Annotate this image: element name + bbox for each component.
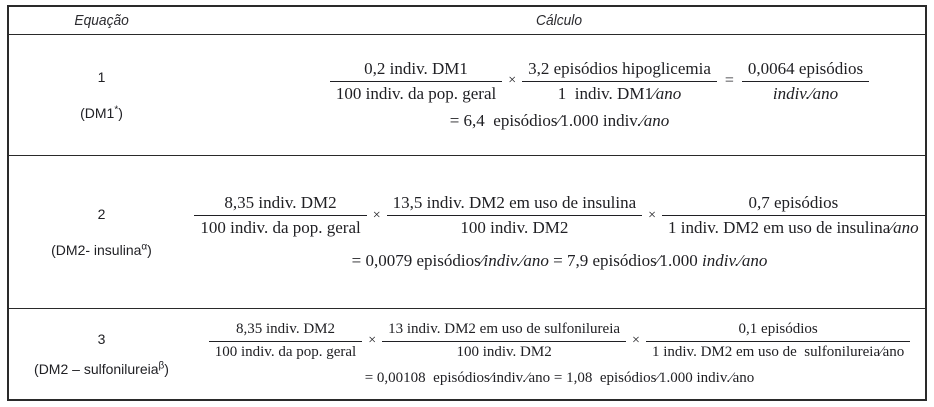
fraction-denominator: 1 indiv. DM1⁄ano bbox=[557, 83, 682, 103]
fraction-denominator: 1 indiv. DM2 em uso de insulina⁄ano bbox=[668, 218, 919, 237]
equation-label-superscript: α bbox=[141, 241, 148, 253]
equation-label-text: (DM2- insulina bbox=[51, 242, 142, 258]
fraction-numerator: 3,2 episódios hipoglicemia bbox=[522, 59, 717, 82]
fraction: 0,0064 episódios indiv.⁄ano bbox=[741, 59, 870, 103]
fraction: 0,7 episódios 1 indiv. DM2 em uso de ins… bbox=[662, 193, 925, 237]
result-line: = 6,4 episódios⁄1.000 indiv.⁄ano bbox=[449, 111, 670, 131]
header-calc-column: Cálculo bbox=[194, 12, 925, 30]
result-line: = 0,00108 episódios⁄indiv.⁄ano = 1,08 ep… bbox=[364, 369, 755, 386]
fraction-denominator: 100 indiv. da pop. geral bbox=[214, 343, 357, 360]
equation-label-text: (DM2 – sulfonilureia bbox=[34, 361, 159, 377]
fraction-denominator: 1 indiv. DM2 em uso de sulfonilureia⁄ano bbox=[651, 343, 905, 360]
fraction-denominator: 100 indiv. da pop. geral bbox=[335, 83, 497, 103]
multiply-operator: × bbox=[508, 73, 517, 88]
fraction-denominator: indiv.⁄ano bbox=[772, 83, 839, 103]
fraction-numerator: 0,0064 episódios bbox=[741, 59, 870, 82]
calc-cell: 8,35 indiv. DM2 100 indiv. da pop. geral… bbox=[194, 309, 925, 399]
fraction-numerator: 0,7 episódios bbox=[662, 193, 925, 216]
table-header-row: Equação Cálculo bbox=[9, 7, 925, 35]
equation-label-close: ) bbox=[164, 361, 169, 377]
equation-label-close: ) bbox=[118, 105, 123, 121]
equation-number: 2 bbox=[97, 206, 106, 222]
fraction: 13,5 indiv. DM2 em uso de insulina 100 i… bbox=[386, 193, 643, 237]
multiply-operator: × bbox=[648, 207, 657, 223]
equation-number: 3 bbox=[97, 331, 106, 347]
formula-line: 8,35 indiv. DM2 100 indiv. da pop. geral… bbox=[208, 321, 911, 361]
calc-cell: 0,2 indiv. DM1 100 indiv. da pop. geral … bbox=[194, 35, 925, 155]
equation-label-close: ) bbox=[147, 242, 152, 258]
equation-label: (DM1*) bbox=[80, 105, 123, 121]
fraction-denominator: 100 indiv. DM2 bbox=[456, 343, 552, 360]
equations-table: Equação Cálculo 1 (DM1*) 0,2 indiv. DM1 … bbox=[7, 5, 927, 401]
fraction: 3,2 episódios hipoglicemia 1 indiv. DM1⁄… bbox=[522, 59, 717, 103]
equation-label: (DM2 – sulfonilureiaβ) bbox=[34, 361, 169, 377]
multiply-operator: × bbox=[368, 333, 377, 348]
equation-number: 1 bbox=[97, 69, 106, 85]
fraction-numerator: 0,1 episódios bbox=[645, 321, 911, 342]
equation-cell: 3 (DM2 – sulfonilureiaβ) bbox=[9, 309, 194, 399]
fraction-denominator: 100 indiv. DM2 bbox=[460, 218, 569, 237]
multiply-operator: × bbox=[372, 207, 381, 223]
table-row-equation-1: 1 (DM1*) 0,2 indiv. DM1 100 indiv. da po… bbox=[9, 35, 925, 155]
fraction: 8,35 indiv. DM2 100 indiv. da pop. geral bbox=[194, 193, 367, 237]
equation-label-text: (DM1 bbox=[80, 105, 115, 121]
header-calc-label: Cálculo bbox=[536, 11, 583, 29]
header-equation-label: Equação bbox=[74, 11, 129, 29]
formula-line: 8,35 indiv. DM2 100 indiv. da pop. geral… bbox=[194, 193, 925, 237]
fraction-numerator: 13 indiv. DM2 em uso de sulfonilureia bbox=[382, 321, 627, 342]
calc-cell: 8,35 indiv. DM2 100 indiv. da pop. geral… bbox=[194, 156, 925, 308]
fraction: 8,35 indiv. DM2 100 indiv. da pop. geral bbox=[208, 321, 363, 361]
equation-label: (DM2- insulinaα) bbox=[51, 242, 152, 258]
fraction: 0,2 indiv. DM1 100 indiv. da pop. geral bbox=[329, 59, 503, 103]
fraction-numerator: 8,35 indiv. DM2 bbox=[208, 321, 363, 342]
equals-operator: = bbox=[724, 72, 734, 89]
table-row-equation-3: 3 (DM2 – sulfonilureiaβ) 8,35 indiv. DM2… bbox=[9, 308, 925, 399]
fraction-numerator: 0,2 indiv. DM1 bbox=[329, 59, 503, 82]
equation-cell: 1 (DM1*) bbox=[9, 35, 194, 155]
table-row-equation-2: 2 (DM2- insulinaα) 8,35 indiv. DM2 100 i… bbox=[9, 155, 925, 308]
header-equation-column: Equação bbox=[9, 12, 194, 30]
equation-label-superscript: * bbox=[114, 104, 119, 116]
multiply-operator: × bbox=[632, 333, 640, 348]
fraction-denominator: 100 indiv. da pop. geral bbox=[200, 218, 361, 237]
fraction-numerator: 13,5 indiv. DM2 em uso de insulina bbox=[386, 193, 643, 216]
fraction-numerator: 8,35 indiv. DM2 bbox=[194, 193, 367, 216]
equation-label-superscript: β bbox=[158, 360, 165, 372]
fraction: 13 indiv. DM2 em uso de sulfonilureia 10… bbox=[382, 321, 627, 361]
result-line: = 0,0079 episódios⁄indiv.⁄ano = 7,9 epis… bbox=[351, 250, 768, 270]
formula-line: 0,2 indiv. DM1 100 indiv. da pop. geral … bbox=[329, 59, 870, 103]
equation-cell: 2 (DM2- insulinaα) bbox=[9, 156, 194, 308]
fraction: 0,1 episódios 1 indiv. DM2 em uso de sul… bbox=[645, 321, 911, 361]
